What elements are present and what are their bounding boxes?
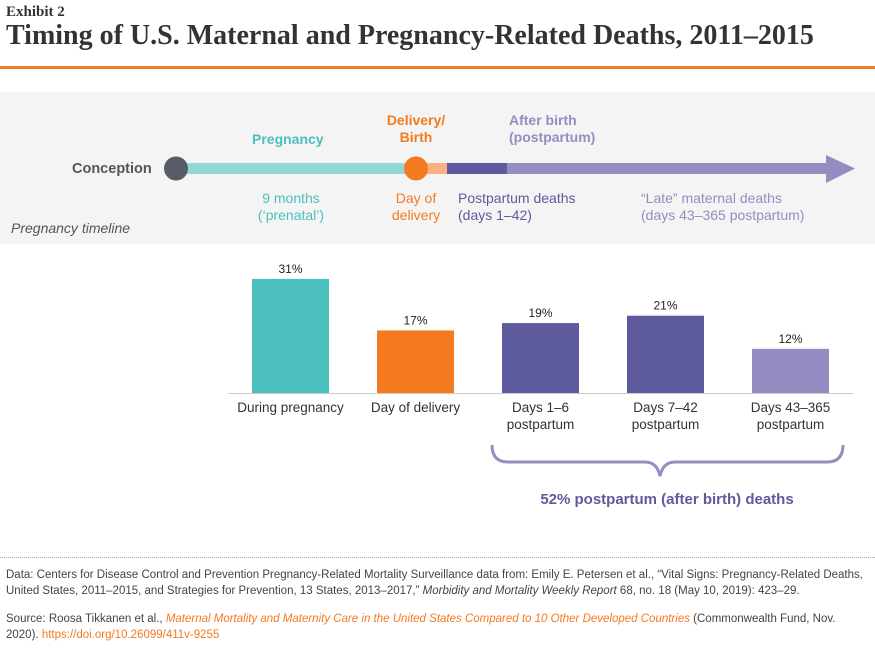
title-rule: [0, 66, 875, 69]
data-label: 19%: [528, 306, 552, 320]
bar: [377, 330, 454, 393]
delivery-sub: Day of delivery: [391, 190, 441, 223]
delivery-dot: [404, 156, 428, 181]
source-title-link[interactable]: Maternal Mortality and Maternity Care in…: [165, 613, 690, 625]
timeline-graphic: [164, 155, 855, 183]
data-label: 31%: [278, 262, 302, 276]
source-note: Source: Roosa Tikkanen et al., Maternal …: [6, 613, 836, 641]
category-label: Days 1–6: [512, 400, 569, 415]
after-birth-label: After birth (postpartum): [509, 112, 596, 145]
conception-dot: [164, 156, 188, 181]
bar: [252, 278, 329, 393]
category-label: postpartum: [507, 417, 575, 432]
category-label: During pregnancy: [237, 400, 344, 415]
data-label: 12%: [778, 332, 802, 346]
category-label: Day of delivery: [371, 400, 461, 415]
postpartum-segment: [447, 163, 508, 174]
late-sub: “Late” maternal deaths (days 43–365 postp…: [641, 190, 805, 223]
bar-chart: 31% During pregnancy 17% Day of delivery 19%…: [228, 262, 853, 508]
category-label: Days 7–42: [633, 400, 698, 415]
delivery-segment: [416, 163, 448, 174]
data-label: 21%: [653, 299, 677, 313]
timeline-caption: Pregnancy timeline: [11, 220, 131, 236]
postpartum-annotation: 52% postpartum (after birth) deaths: [540, 491, 793, 508]
postpartum-brace: [490, 444, 845, 477]
exhibit-label: Exhibit 2: [6, 4, 65, 20]
category-label: postpartum: [632, 417, 700, 432]
postpartum-sub: Postpartum deaths (days 1–42): [458, 190, 576, 223]
pregnancy-label: Pregnancy: [252, 131, 324, 147]
bar: [502, 323, 579, 393]
delivery-label: Delivery/Birth: [386, 112, 446, 145]
footer: Data: Centers for Disease Control and Pr…: [0, 557, 875, 641]
bar: [627, 315, 704, 393]
bar: [752, 348, 829, 393]
data-label: 17%: [403, 313, 427, 327]
timeline-panel: Conception Pregnancy 9 months (‘prenatal’…: [0, 92, 875, 244]
data-note: Data: Centers for Disease Control and Pr…: [6, 569, 863, 597]
doi-link[interactable]: https://doi.org/10.26099/411v-9255: [41, 629, 220, 641]
category-label: postpartum: [757, 417, 825, 432]
pregnancy-segment: [176, 163, 416, 174]
arrowhead-icon: [826, 155, 855, 183]
pregnancy-sub: 9 months (‘prenatal’): [257, 190, 325, 223]
late-segment: [507, 163, 829, 174]
conception-label: Conception: [72, 161, 152, 177]
category-label: Days 43–365: [751, 400, 831, 415]
chart-title: Timing of U.S. Maternal and Pregnancy-Re…: [6, 20, 814, 51]
